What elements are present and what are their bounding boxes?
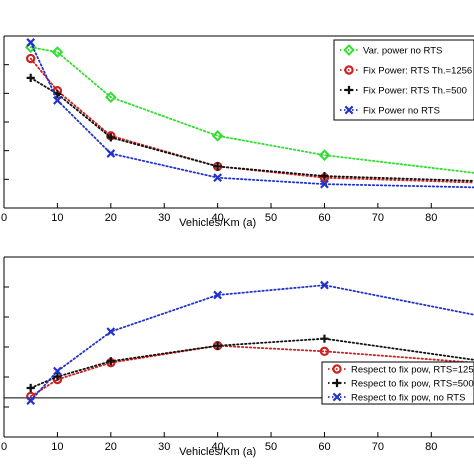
data-point xyxy=(320,171,329,181)
legend-box xyxy=(321,361,474,405)
x-axis-label: Vehicles/Km (a) xyxy=(179,446,256,458)
legend-swatch-marker xyxy=(344,85,354,95)
series-3 xyxy=(26,280,474,406)
x-tick-label: 60 xyxy=(318,441,330,453)
legend: Var. power no RTS Fix Power: RTS Th.=1256… xyxy=(333,39,474,121)
data-point xyxy=(26,73,35,82)
legend-entry-label: Respect to fix pow, no RTS xyxy=(351,393,465,404)
legend-swatch-marker xyxy=(344,65,354,75)
data-point xyxy=(318,149,331,161)
data-point xyxy=(213,173,223,183)
data-point xyxy=(106,149,116,158)
legend-box xyxy=(333,39,474,121)
legend-swatch-marker xyxy=(332,378,342,388)
data-point xyxy=(26,383,35,393)
data-point xyxy=(211,130,224,142)
x-tick-label: 80 xyxy=(425,441,437,453)
legend-swatch-marker xyxy=(332,364,342,374)
data-point xyxy=(106,327,116,337)
legend-entry-label: Fix Power: RTS Th.=500 xyxy=(363,86,467,97)
legend-entry-label: Fix Power no RTS xyxy=(363,106,440,117)
x-tick-label: 0 xyxy=(1,441,7,453)
series-line xyxy=(29,46,474,174)
x-tick-label: 10 xyxy=(51,212,63,224)
legend-swatch-marker xyxy=(332,392,342,402)
series-2 xyxy=(26,334,474,393)
data-point xyxy=(213,290,223,300)
data-point xyxy=(213,341,222,350)
data-point xyxy=(26,38,36,47)
data-point xyxy=(320,179,329,189)
series-line xyxy=(29,344,474,398)
legend-swatch-marker xyxy=(343,44,355,56)
legend-entry-label: Respect to fix pow, RTS=500 xyxy=(351,379,474,390)
x-tick-label: 50 xyxy=(265,441,277,453)
series-line xyxy=(29,284,474,402)
x-tick-label: 60 xyxy=(318,212,330,224)
x-tick-label: 40 xyxy=(212,441,224,453)
legend: Respect to fix pow, RTS=1256 Respect to f… xyxy=(321,361,474,405)
x-tick-label: 80 xyxy=(425,212,437,224)
data-point xyxy=(26,396,36,406)
data-point xyxy=(213,162,222,171)
legend-swatch-marker xyxy=(344,105,354,115)
legend-entry-label: Var. power no RTS xyxy=(363,46,442,57)
x-tick-label: 70 xyxy=(372,212,384,224)
series-line xyxy=(29,337,474,389)
data-point xyxy=(106,357,115,366)
legend-entry-label: Respect to fix pow, RTS=1256 xyxy=(351,365,474,376)
legend-entry-label: Fix Power: RTS Th.=1256 xyxy=(363,66,472,77)
x-axis-label: Vehicles/Km (a) xyxy=(179,217,256,229)
x-tick-label: 40 xyxy=(212,212,224,224)
x-tick-label: 20 xyxy=(105,441,117,453)
x-tick-label: 10 xyxy=(51,441,63,453)
x-tick-label: 0 xyxy=(1,212,7,224)
series-line xyxy=(29,41,474,189)
data-point xyxy=(320,334,329,343)
top-chart: 0 10 20 30 40 50 60 70 80 Vehicles/Km (a) Var. pow… xyxy=(1,35,474,229)
data-point xyxy=(53,366,62,376)
data-point xyxy=(320,280,329,290)
data-point xyxy=(105,91,117,103)
x-tick-label: 30 xyxy=(158,212,170,224)
series-line xyxy=(29,57,474,184)
data-point xyxy=(26,53,36,64)
data-point xyxy=(53,96,62,105)
series-4 xyxy=(26,38,474,189)
data-point xyxy=(319,346,330,357)
data-point xyxy=(106,133,115,142)
bottom-chart: 0 10 20 30 40 50 60 70 80 Vehicles/Km (a) Respect … xyxy=(1,256,474,458)
x-tick-label: 20 xyxy=(105,212,117,224)
data-point xyxy=(51,46,64,58)
data-point xyxy=(53,372,62,381)
x-tick-label: 50 xyxy=(265,212,277,224)
x-tick-label: 70 xyxy=(372,441,384,453)
x-tick-label: 30 xyxy=(158,441,170,453)
